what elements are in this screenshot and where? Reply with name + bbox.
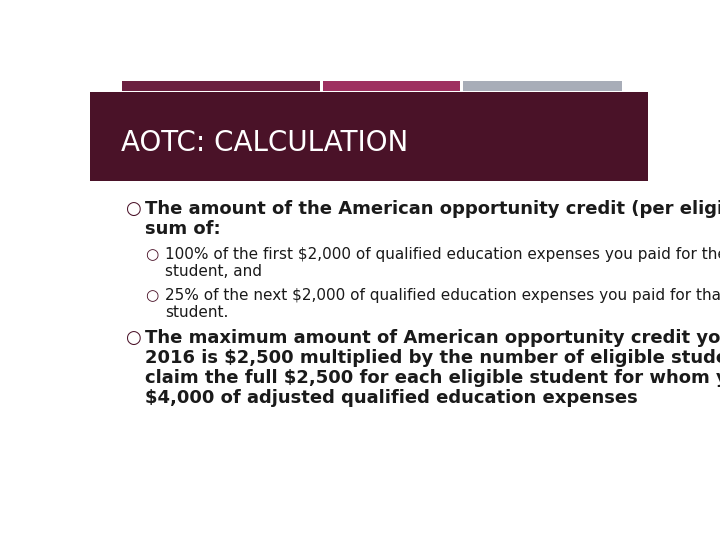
Text: The maximum amount of American opportunity credit you can claim in: The maximum amount of American opportuni… [145,329,720,347]
Text: AOTC: CALCULATION: AOTC: CALCULATION [121,129,408,157]
Text: The amount of the American opportunity credit (per eligible student) is the: The amount of the American opportunity c… [145,200,720,218]
Text: ○: ○ [145,247,158,262]
Bar [463,82,622,91]
Bar [90,92,648,181]
Text: 2016 is $2,500 multiplied by the number of eligible students. You can: 2016 is $2,500 multiplied by the number … [145,349,720,367]
Bar [323,82,460,91]
Text: 25% of the next $2,000 of qualified education expenses you paid for that: 25% of the next $2,000 of qualified educ… [165,288,720,303]
Text: ○: ○ [125,329,140,347]
Text: student.: student. [165,305,228,320]
Text: ○: ○ [125,200,140,218]
Text: 100% of the first $2,000 of qualified education expenses you paid for the eligib: 100% of the first $2,000 of qualified ed… [165,247,720,262]
Text: $4,000 of adjusted qualified education expenses: $4,000 of adjusted qualified education e… [145,389,637,407]
Text: student, and: student, and [165,264,262,279]
Text: sum of:: sum of: [145,220,220,238]
Bar [122,82,320,91]
Text: ○: ○ [145,288,158,303]
Text: claim the full $2,500 for each eligible student for whom you paid at least: claim the full $2,500 for each eligible … [145,369,720,387]
